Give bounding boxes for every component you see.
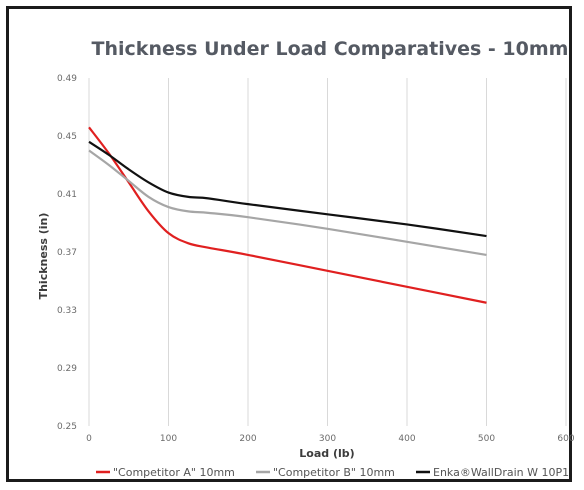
series-lines [88, 126, 487, 304]
y-tick-label: 0.25 [57, 422, 77, 432]
legend: "Competitor A" 10mm "Competitor B" 10mm En… [96, 466, 569, 479]
x-axis-label: Load (lb) [299, 447, 354, 460]
legend-label: "Competitor A" 10mm [113, 466, 235, 479]
series-line-2 [88, 140, 487, 238]
y-tick-label: 0.29 [57, 364, 77, 374]
x-tick-label: 600 [557, 434, 574, 444]
legend-label: "Competitor B" 10mm [273, 466, 395, 479]
legend-item: "Competitor B" 10mm [256, 466, 395, 479]
y-tick-label: 0.49 [57, 74, 77, 84]
y-axis-label: Thickness (in) [37, 213, 50, 300]
y-tick-label: 0.45 [57, 132, 77, 142]
legend-item: "Competitor A" 10mm [96, 466, 235, 479]
axis-ticks: 0 100 200 300 400 500 600 0.25 0.29 0.33 0.37 0.41 0… [57, 74, 575, 444]
x-tick-label: 500 [478, 434, 495, 444]
legend-item: Enka®WallDrain W 10P1 [416, 466, 569, 479]
y-tick-label: 0.41 [57, 190, 77, 200]
chart-title: Thickness Under Load Comparatives - 10mm [92, 38, 569, 60]
x-tick-label: 100 [160, 434, 177, 444]
y-tick-label: 0.33 [57, 306, 77, 316]
x-tick-label: 300 [319, 434, 336, 444]
gridlines [88, 78, 567, 426]
series-line-1 [88, 149, 487, 256]
x-tick-label: 0 [86, 434, 92, 444]
x-tick-label: 200 [239, 434, 256, 444]
x-tick-label: 400 [398, 434, 415, 444]
chart-frame [6, 6, 572, 482]
legend-label: Enka®WallDrain W 10P1 [433, 466, 569, 479]
series-line-0 [88, 126, 487, 304]
y-tick-label: 0.37 [57, 248, 77, 258]
